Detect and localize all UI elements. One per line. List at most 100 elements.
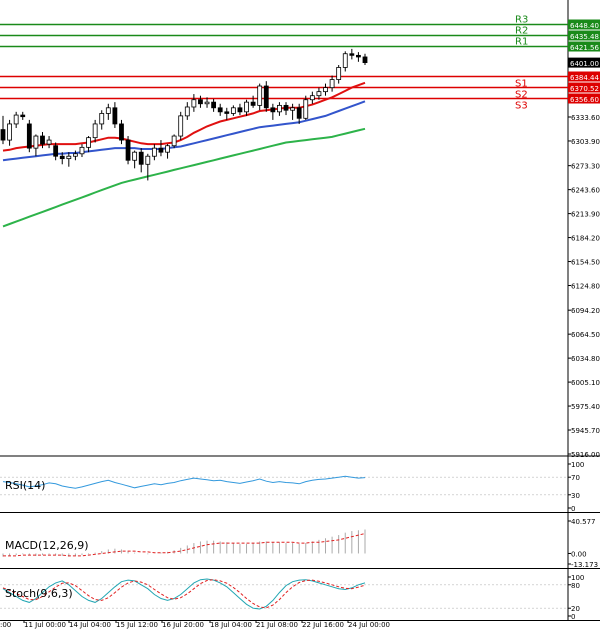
candle (125, 136, 131, 165)
candle (283, 102, 289, 116)
pivot-price-text-s3: 6356.60 (570, 96, 599, 104)
candle-body (224, 111, 230, 114)
candle (296, 103, 302, 124)
time-label: 22 Jul 16:00 (302, 621, 344, 629)
indicator-tick-label: 0.00 (571, 550, 587, 558)
candle-body (33, 135, 39, 149)
pivot-price-text-s1: 6384.44 (570, 74, 599, 82)
macd-signal-line (3, 533, 366, 557)
candle-body (283, 104, 289, 111)
candle (244, 99, 249, 116)
candle-body (184, 106, 190, 117)
candle-body (290, 107, 296, 111)
candle (230, 105, 236, 116)
candle-body (198, 99, 203, 105)
candle (277, 102, 282, 116)
candle-body (277, 104, 282, 113)
candle (309, 91, 315, 104)
pivot-label-r1: R1 (515, 37, 528, 48)
candle (184, 102, 190, 120)
pivot-price-text-s2: 6370.52 (570, 85, 599, 93)
price-tick-label: 5916.00 (571, 451, 600, 459)
candle (336, 65, 342, 84)
candle-body (349, 53, 355, 56)
indicator-tick-label: 30 (571, 492, 580, 500)
candle (33, 134, 39, 157)
candle-body (171, 135, 177, 147)
candle-body (244, 101, 249, 113)
pivot-price-tag-r1 (568, 41, 600, 52)
price-tick-label: 6333.60 (571, 114, 600, 122)
candle-body (296, 107, 302, 119)
rsi-pane: RSI(14) 100 70 30 0 (0, 461, 600, 513)
indicator-tick-label: 100 (571, 461, 584, 469)
candle-body (46, 139, 52, 145)
candle (46, 136, 52, 149)
candle-body (40, 135, 45, 145)
candle-body (86, 137, 91, 148)
candle (178, 111, 184, 141)
time-label: 24 Jul 00:00 (348, 621, 390, 629)
candle (290, 103, 296, 120)
candle-body (20, 114, 26, 118)
candle (356, 52, 361, 62)
candle (66, 152, 72, 167)
candle (105, 103, 111, 120)
candle (158, 140, 164, 157)
price-tick-label: 6005.10 (571, 379, 600, 387)
candle (165, 144, 170, 159)
pivot-price-text-r3: 6448.40 (570, 22, 599, 30)
price-tick-label: 6243.60 (571, 187, 600, 195)
candle (59, 152, 65, 165)
candle (112, 102, 118, 128)
price-tick-label: 6273.30 (571, 163, 600, 171)
candle-body (323, 87, 328, 93)
indicator-tick-label: 0 (571, 613, 575, 621)
candle-body (165, 145, 170, 153)
candle-body (59, 155, 65, 160)
candle-body (125, 139, 131, 161)
candle-body (316, 91, 322, 97)
candle-body (362, 56, 368, 64)
candle-body (303, 99, 309, 119)
pivot-label-s2: S2 (515, 90, 528, 101)
candle-body (0, 129, 6, 141)
candle (13, 111, 19, 128)
time-axis: :00 11 Jul 00:00 14 Jul 04:00 15 Jul 12:00 1… (0, 620, 390, 629)
candle-body (99, 113, 105, 125)
candle (349, 48, 355, 60)
last-price-text: 6401.00 (570, 60, 599, 68)
pivot-label-r2: R2 (515, 26, 528, 37)
candle-body (178, 115, 184, 137)
candle (342, 51, 348, 72)
last-price-tag (568, 57, 600, 68)
time-label-partial: :00 (0, 621, 11, 629)
candle-body (217, 107, 223, 113)
candle (217, 103, 223, 116)
price-tick-label: 6124.80 (571, 283, 600, 291)
candle (250, 95, 256, 108)
candle (7, 119, 12, 146)
indicator-tick-label: 20 (571, 605, 580, 613)
indicator-tick-label: 70 (571, 474, 580, 482)
price-tick-label: 5975.40 (571, 403, 600, 411)
time-label: 11 Jul 00:00 (24, 621, 66, 629)
candle (86, 136, 91, 153)
candle (99, 110, 105, 130)
candle-body (66, 155, 72, 160)
candle-body (92, 123, 98, 139)
price-tick-label: 6213.90 (571, 211, 600, 219)
time-label: 21 Jul 08:00 (256, 621, 298, 629)
candle-body (73, 153, 78, 157)
pivot-label-s1: S1 (515, 79, 528, 90)
rsi-label: RSI(14) (5, 479, 45, 492)
time-label: 18 Jul 04:00 (210, 621, 252, 629)
candle-body (309, 95, 315, 101)
stoch-label: Stoch(9,6,3) (5, 587, 73, 600)
candle (191, 94, 197, 112)
candle (138, 148, 144, 173)
